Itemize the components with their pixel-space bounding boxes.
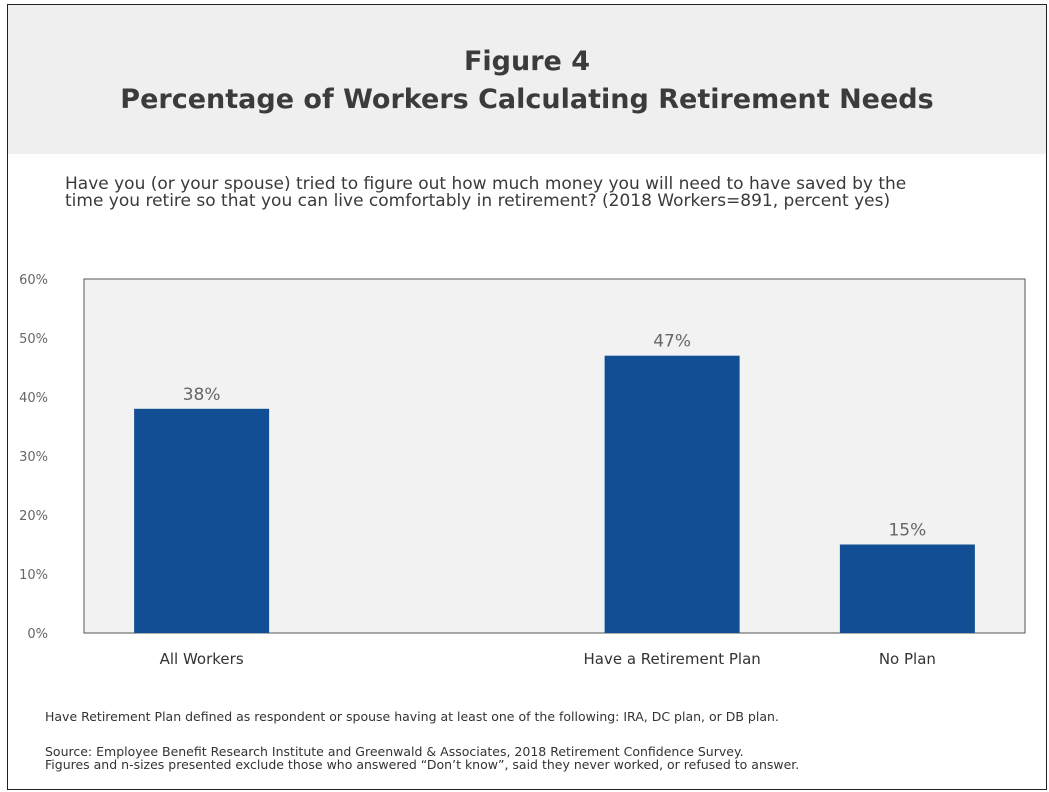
bar	[604, 355, 740, 633]
survey-question-line1: Have you (or your spouse) tried to figur…	[65, 174, 907, 194]
y-tick-label: 40%	[19, 391, 48, 406]
y-tick-label: 0%	[27, 627, 48, 642]
y-tick-label: 20%	[19, 509, 48, 524]
survey-question-line2: time you retire so that you can live com…	[65, 191, 891, 211]
y-tick-label: 30%	[19, 450, 48, 465]
figure-frame: Figure 4 Percentage of Workers Calculati…	[7, 4, 1047, 790]
y-tick-label: 60%	[19, 273, 48, 288]
bar	[134, 408, 270, 633]
figure-header: Figure 4 Percentage of Workers Calculati…	[8, 5, 1046, 154]
survey-question: Have you (or your spouse) tried to figur…	[65, 176, 1025, 210]
y-tick-label: 50%	[19, 332, 48, 347]
footnote-source: Source: Employee Benefit Research Instit…	[45, 744, 744, 759]
figure-title: Percentage of Workers Calculating Retire…	[120, 84, 934, 115]
x-category-label: No Plan	[879, 650, 936, 668]
bar-data-label: 38%	[183, 385, 221, 405]
bar	[839, 544, 975, 633]
x-category-label: All Workers	[160, 650, 244, 668]
figure-number: Figure 4	[463, 46, 591, 77]
bar-data-label: 15%	[888, 521, 926, 541]
x-category-label: Have a Retirement Plan	[583, 650, 760, 668]
footnote-note: Figures and n-sizes presented exclude th…	[45, 757, 800, 772]
y-tick-label: 10%	[19, 568, 48, 583]
footnote-definition: Have Retirement Plan defined as responde…	[45, 709, 779, 724]
bar-data-label: 47%	[653, 332, 691, 352]
bar-chart: 0% 10% 20% 30% 40% 50% 60% 38% All Workers 47% Hav…	[19, 273, 1026, 668]
